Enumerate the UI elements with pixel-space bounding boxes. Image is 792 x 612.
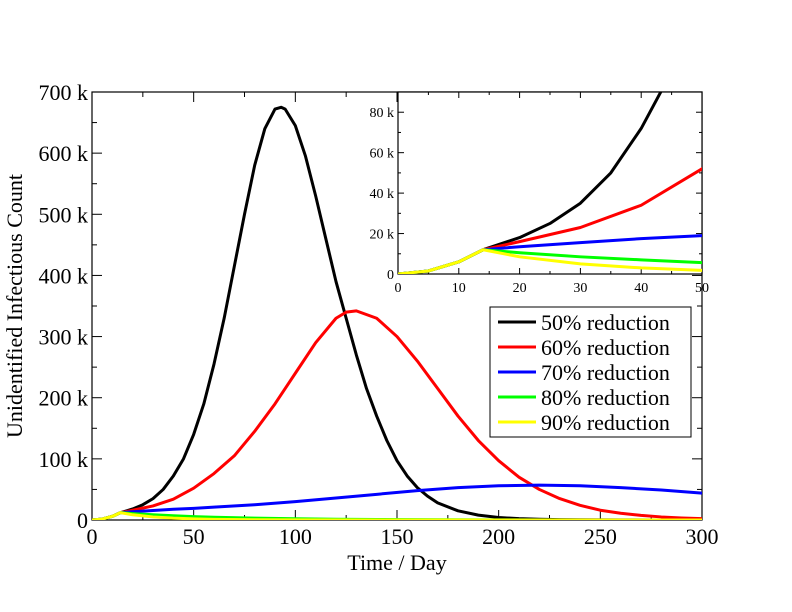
x-axis-label: Time / Day: [347, 550, 446, 575]
legend-label-60: 60% reduction: [541, 335, 670, 360]
legend-label-80: 80% reduction: [541, 385, 670, 410]
legend-label-70: 70% reduction: [541, 360, 670, 385]
y-tick-label: 80 k: [370, 106, 395, 121]
legend-entry: 90% reduction: [498, 410, 670, 435]
x-tick-label: 50: [695, 281, 709, 296]
y-tick-label: 100 k: [39, 447, 89, 472]
x-tick-label: 30: [573, 281, 587, 296]
y-tick-label: 0: [387, 268, 394, 283]
legend: 50% reduction 60% reduction 70% reductio…: [489, 306, 692, 438]
series-line-1: [92, 105, 702, 520]
legend-entry: 80% reduction: [498, 385, 670, 410]
x-tick-label: 250: [584, 524, 617, 549]
x-tick-label: 200: [482, 524, 515, 549]
x-tick-label: 0: [87, 524, 98, 549]
series-line-5: [92, 511, 702, 520]
series-line-1: [398, 92, 663, 274]
series-line-2: [92, 309, 702, 520]
legend-entry: 50% reduction: [498, 310, 670, 335]
series-line-5: [398, 248, 702, 274]
y-tick-label: 300 k: [39, 325, 89, 350]
inset-plot-frame: [397, 91, 703, 275]
legend-entry: 70% reduction: [498, 360, 670, 385]
x-tick-label: 40: [634, 281, 648, 296]
x-tick-label: 150: [381, 524, 414, 549]
legend-label-90: 90% reduction: [541, 410, 670, 435]
x-tick-label: 100: [279, 524, 312, 549]
series-line-3: [398, 234, 702, 274]
x-tick-label: 50: [183, 524, 205, 549]
y-tick-label: 0: [77, 508, 88, 533]
inset-x-tick-labels: 0 10 20 30 40 50: [395, 281, 710, 296]
inset-series-lines: [398, 92, 702, 274]
x-tick-label: 0: [395, 281, 402, 296]
inset-axis-ticks: [397, 92, 703, 275]
series-line-2: [398, 166, 702, 274]
y-tick-label: 600 k: [39, 141, 89, 166]
main-series-lines: [92, 105, 702, 520]
x-tick-label: 300: [686, 524, 719, 549]
y-tick-label: 400 k: [39, 263, 89, 288]
x-tick-label: 10: [452, 281, 466, 296]
y-tick-label: 500 k: [39, 202, 89, 227]
main-y-tick-labels: 0 100 k 200 k 300 k 400 k 500 k 600 k 700 k: [39, 80, 89, 533]
y-tick-label: 40 k: [370, 187, 395, 202]
main-x-tick-labels: 0 50 100 150 200 250 300: [87, 524, 719, 549]
inset-y-tick-labels: 0 20 k 40 k 60 k 80 k: [370, 106, 395, 283]
y-tick-label: 700 k: [39, 80, 89, 105]
x-tick-label: 20: [513, 281, 527, 296]
y-axis-label: Unidentified Infectious Count: [2, 174, 27, 438]
y-tick-label: 200 k: [39, 386, 89, 411]
legend-label-50: 50% reduction: [541, 310, 670, 335]
y-tick-label: 60 k: [370, 147, 395, 162]
y-tick-label: 20 k: [370, 228, 395, 243]
legend-entry: 60% reduction: [498, 335, 670, 360]
